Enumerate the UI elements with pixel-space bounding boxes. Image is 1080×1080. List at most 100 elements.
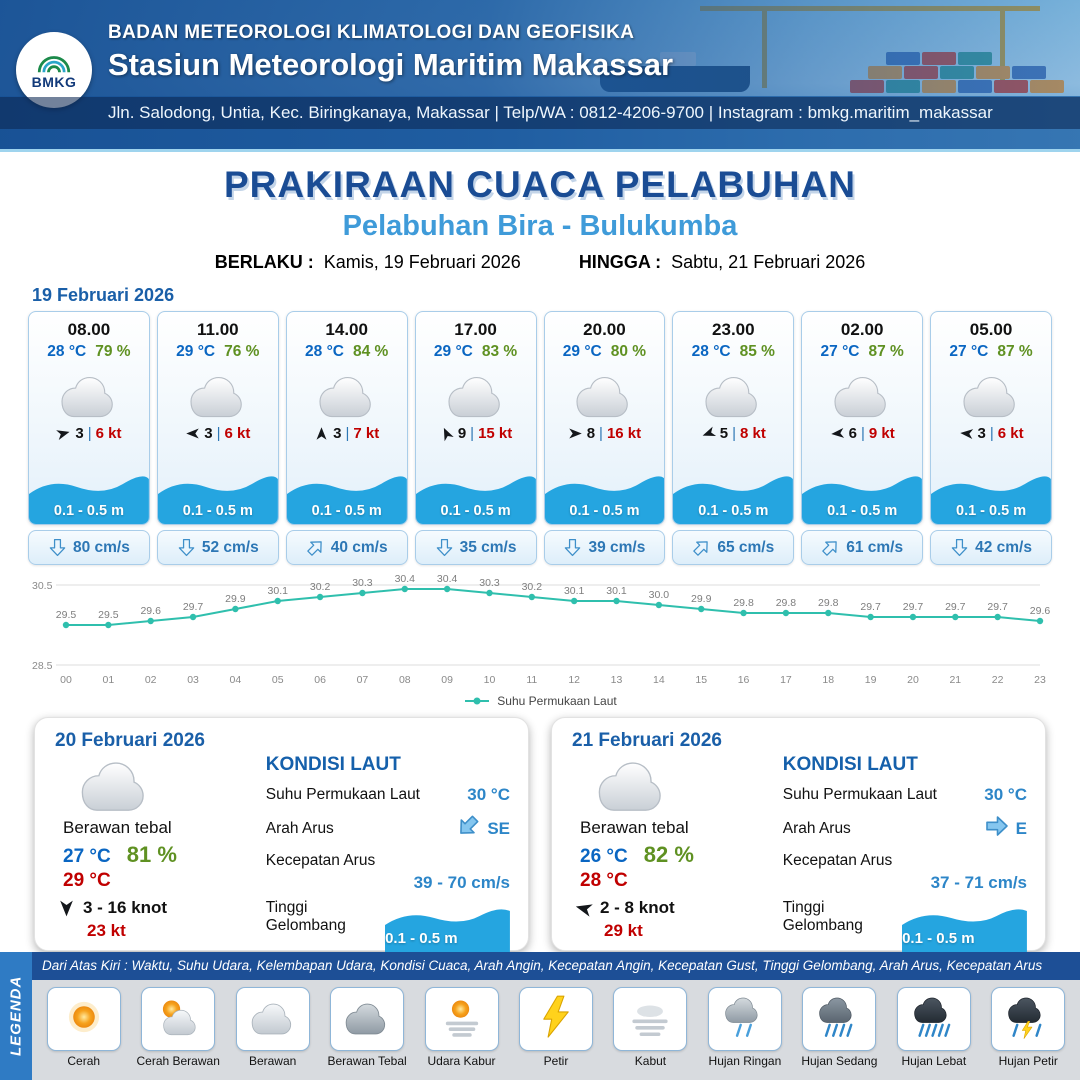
wave-icon [802,476,923,524]
validity-line: BERLAKU : Kamis, 19 Februari 2026 HINGGA… [0,252,1080,273]
sst-row: Suhu Permukaan Laut 30 °C [783,785,1027,805]
svg-text:30.2: 30.2 [522,581,543,593]
svg-text:00: 00 [60,674,72,686]
svg-text:30.3: 30.3 [479,577,500,589]
legend-item: Hujan Sedang [794,987,885,1080]
hourly-card-main: 05.00 27 °C 87 % 3 | 6 kt 0.1 - 0.5 m [930,311,1052,525]
wave-height-value: 0.1 - 0.5 m [311,503,382,519]
card-temps-row: 29 °C 80 % [545,343,665,361]
sea-conditions-title: KONDISI LAUT [265,754,401,775]
separator: | [216,425,221,442]
legend-item-label: Udara Kabur [427,1054,496,1068]
card-temps-row: 29 °C 76 % [158,343,278,361]
wave-height-band: 0.1 - 0.5 m [157,472,278,524]
current-direction-icon [821,538,840,557]
valid-until-label: HINGGA : [578,252,662,272]
wind-gust: 16 kt [606,425,642,442]
svg-text:23: 23 [1034,674,1046,686]
card-temps-row: 27 °C 87 % [931,343,1051,361]
wave-height-value: 0.1 - 0.5 m [569,503,640,519]
sst-label: Suhu Permukaan Laut [265,786,420,803]
card-time: 20.00 [583,320,626,339]
wind-row: 2 - 8 knot [574,898,777,918]
current-direction-icon [48,538,67,557]
legend-items-row: Cerah Cerah Berawan Berawan Berawan Teba… [32,980,1080,1080]
current-row: 61 cm/s [801,530,924,565]
legend-icon-box [896,987,971,1051]
svg-text:01: 01 [103,674,115,686]
valid-from-label: BERLAKU : [214,252,314,272]
wave-height-value: 0.1 - 0.5 m [53,503,124,519]
current-direction-label: Arah Arus [265,819,334,837]
wave-icon [157,476,278,524]
svg-text:30.5: 30.5 [32,580,53,592]
svg-text:11: 11 [526,674,537,686]
legend-icon-box [518,987,593,1051]
svg-text:29.7: 29.7 [183,601,204,613]
max-temperature: 28 °C [580,870,628,891]
wind-range: 2 - 8 knot [600,898,675,917]
legend-section: LEGENDA Dari Atas Kiri : Waktu, Suhu Uda… [0,952,1080,1080]
wind-gust: 7 kt [353,425,380,442]
header: BMKG BADAN METEOROLOGI KLIMATOLOGI DAN G… [0,0,1080,152]
current-speed-value: 39 - 70 cm/s [413,873,510,892]
min-temperature: 27 °C [63,846,111,867]
hourly-card-main: 20.00 29 °C 80 % 8 | 16 kt 0.1 - 0.5 m [543,311,666,525]
hourly-forecast-row: 08.00 28 °C 79 % 3 | 6 kt 0.1 - 0.5 m [0,311,1080,565]
humidity: 84 % [352,343,389,360]
max-temperature: 29 °C [63,870,111,891]
wind-gust: 29 kt [604,921,643,940]
wind-row: 3 | 6 kt [158,425,278,442]
current-direction-icon [435,538,454,557]
hourly-card-main: 02.00 27 °C 87 % 6 | 9 kt 0.1 - 0.5 m [801,311,924,525]
wave-height-band: 0.1 - 0.5 m [802,472,923,524]
wave-icon [415,476,536,524]
svg-text:18: 18 [822,674,834,686]
current-row: 40 cm/s [285,530,408,565]
cloud-icon [802,367,922,421]
svg-text:29.7: 29.7 [860,601,881,613]
svg-text:29.5: 29.5 [56,609,77,621]
humidity: 79 % [95,343,131,360]
current-speed: 42 cm/s [975,538,1032,556]
wave-height-label: Tinggi Gelombang [782,899,863,934]
current-direction-icon [456,814,480,843]
svg-text:30.3: 30.3 [352,577,373,589]
legend-weather-icon [1005,994,1051,1045]
card-time: 17.00 [454,320,497,339]
legend-item: Hujan Ringan [699,987,790,1080]
hourly-card: 17.00 29 °C 83 % 9 | 15 kt 0.1 - 0.5 m [414,311,537,565]
valid-until-value: Sabtu, 21 Februari 2026 [671,252,866,272]
wave-height-value: 0.1 - 0.5 m [385,930,458,947]
svg-text:16: 16 [738,674,750,686]
chart-legend: Suhu Permukaan Laut [28,693,1052,709]
legend-item-label: Berawan [248,1054,297,1068]
current-speed-row: Kecepatan Arus 37 - 71 cm/s [783,852,1027,893]
humidity: 87 % [868,343,904,360]
wind-direction-icon [314,426,329,441]
cloud-icon [545,367,665,421]
wind-row: 9 | 15 kt [416,425,536,442]
wind-speed: 8 [586,425,596,442]
svg-text:29.7: 29.7 [903,601,924,613]
legend-icon-box [613,987,688,1051]
cloud-icon [287,367,407,421]
wind-row: 5 | 8 kt [673,425,793,442]
current-direction-row: Arah Arus E [783,814,1027,843]
agency-name: BADAN METEOROLOGI KLIMATOLOGI DAN GEOFIS… [108,22,635,43]
wind-speed: 6 [848,425,857,442]
legend-icon-box [424,987,499,1051]
svg-text:03: 03 [187,674,199,686]
hourly-card: 20.00 29 °C 80 % 8 | 16 kt 0.1 - 0.5 m [543,311,666,565]
legend-item-label: Berawan Tebal [327,1054,407,1068]
sst-value: 30 °C [984,785,1027,804]
current-direction-icon [950,538,969,557]
current-speed: 35 cm/s [459,538,517,556]
wind-speed: 3 [977,425,986,442]
legend-icon-box [330,987,405,1051]
sst-value: 30 °C [467,785,510,804]
air-temperature: 28 °C [305,343,344,360]
legend-item: Hujan Lebat [888,987,979,1080]
humidity: 76 % [224,343,260,360]
